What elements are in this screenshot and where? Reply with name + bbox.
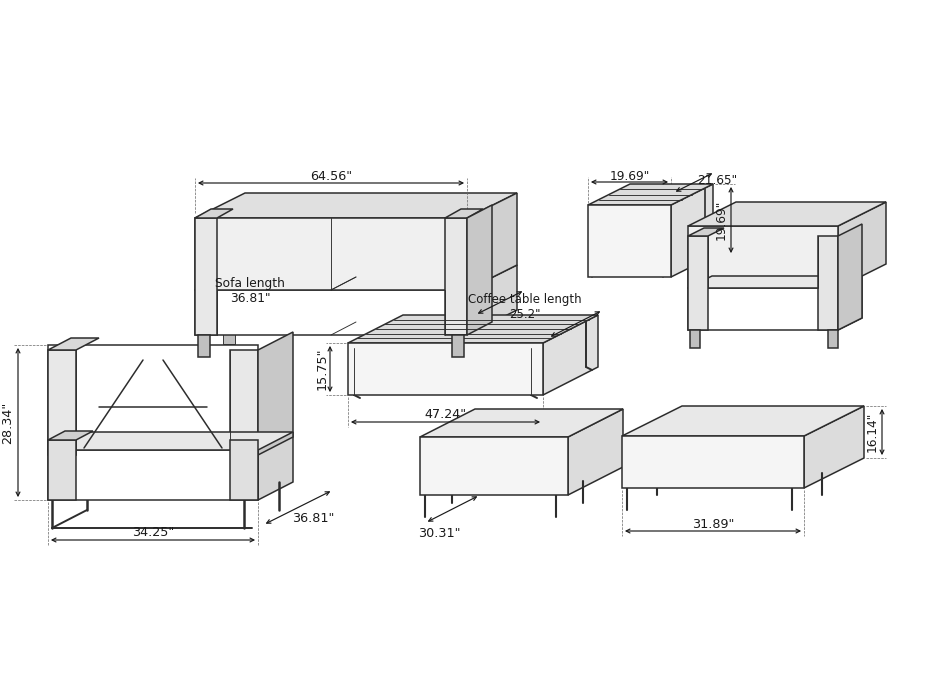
- Polygon shape: [195, 193, 517, 218]
- Polygon shape: [452, 335, 464, 357]
- Text: Coffee table length
25.2": Coffee table length 25.2": [468, 293, 582, 321]
- Polygon shape: [690, 330, 700, 348]
- Polygon shape: [258, 432, 293, 500]
- Polygon shape: [195, 265, 517, 290]
- Polygon shape: [588, 205, 671, 277]
- Polygon shape: [688, 228, 724, 236]
- Text: 34.25": 34.25": [132, 526, 174, 540]
- Polygon shape: [838, 224, 862, 330]
- Text: 19.69": 19.69": [609, 169, 649, 183]
- Polygon shape: [230, 440, 258, 500]
- Polygon shape: [195, 218, 467, 290]
- Polygon shape: [48, 350, 76, 455]
- Polygon shape: [195, 218, 217, 335]
- Polygon shape: [477, 320, 489, 344]
- Text: 47.24": 47.24": [425, 409, 466, 421]
- Polygon shape: [195, 290, 467, 335]
- Polygon shape: [420, 409, 623, 437]
- Polygon shape: [838, 202, 886, 288]
- Polygon shape: [543, 315, 598, 395]
- Text: 64.56": 64.56": [310, 171, 352, 183]
- Polygon shape: [223, 320, 235, 344]
- Polygon shape: [688, 236, 708, 330]
- Polygon shape: [48, 440, 76, 500]
- Text: 15.75": 15.75": [315, 348, 328, 391]
- Polygon shape: [48, 338, 99, 350]
- Text: 36.81": 36.81": [292, 512, 334, 525]
- Polygon shape: [688, 226, 838, 288]
- Polygon shape: [445, 218, 467, 335]
- Text: 21.65": 21.65": [697, 174, 737, 187]
- Polygon shape: [804, 406, 864, 488]
- Polygon shape: [622, 406, 864, 436]
- Polygon shape: [828, 330, 838, 348]
- Polygon shape: [258, 332, 293, 455]
- Polygon shape: [198, 335, 210, 357]
- Polygon shape: [467, 193, 517, 290]
- Polygon shape: [467, 205, 492, 335]
- Text: Sofa length
36.81": Sofa length 36.81": [216, 277, 285, 305]
- Polygon shape: [818, 236, 838, 330]
- Polygon shape: [688, 276, 862, 288]
- Polygon shape: [467, 265, 517, 335]
- Text: 30.31": 30.31": [418, 527, 460, 540]
- Polygon shape: [622, 436, 804, 488]
- Polygon shape: [230, 350, 258, 455]
- Polygon shape: [688, 288, 838, 330]
- Polygon shape: [445, 209, 483, 218]
- Polygon shape: [568, 409, 623, 495]
- Polygon shape: [48, 431, 93, 440]
- Text: 28.34": 28.34": [2, 401, 15, 444]
- Text: 16.14": 16.14": [866, 412, 879, 452]
- Polygon shape: [348, 315, 598, 343]
- Polygon shape: [838, 276, 862, 330]
- Polygon shape: [48, 432, 293, 450]
- Text: 31.89": 31.89": [691, 517, 734, 531]
- Polygon shape: [48, 345, 258, 450]
- Polygon shape: [195, 209, 233, 218]
- Polygon shape: [348, 343, 543, 395]
- Polygon shape: [420, 437, 568, 495]
- Text: 19.69": 19.69": [715, 200, 728, 240]
- Polygon shape: [588, 184, 713, 205]
- Polygon shape: [671, 184, 713, 277]
- Polygon shape: [688, 202, 886, 226]
- Polygon shape: [48, 450, 258, 500]
